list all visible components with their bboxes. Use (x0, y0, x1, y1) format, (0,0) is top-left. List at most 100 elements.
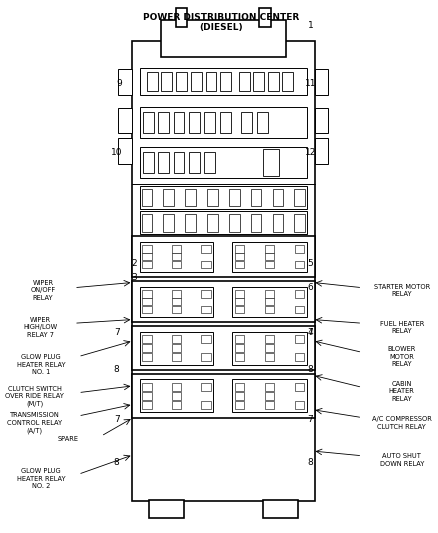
Bar (314, 69, 328, 95)
Bar (185, 214, 196, 231)
Bar (140, 287, 213, 317)
Bar (265, 253, 274, 261)
Bar (118, 69, 132, 95)
Text: TRANSMISSION
CONTROL RELAY
(A/T): TRANSMISSION CONTROL RELAY (A/T) (7, 412, 62, 434)
Bar (204, 152, 215, 173)
Bar (207, 214, 218, 231)
Bar (142, 401, 152, 409)
Bar (143, 112, 154, 133)
Bar (141, 189, 152, 206)
Text: 2: 2 (131, 260, 137, 268)
Bar (241, 112, 251, 133)
Text: 1: 1 (307, 21, 313, 30)
Bar (140, 212, 307, 234)
Bar (229, 189, 240, 206)
Bar (295, 335, 304, 343)
Bar (132, 41, 314, 501)
Bar (140, 186, 307, 209)
Bar (189, 152, 200, 173)
Bar (172, 290, 181, 298)
Bar (314, 108, 328, 133)
Bar (142, 253, 152, 261)
Bar (141, 214, 152, 231)
Bar (295, 290, 304, 298)
Bar (295, 383, 304, 391)
Text: 3: 3 (131, 272, 137, 281)
Bar (172, 353, 181, 361)
Bar (177, 72, 187, 91)
Bar (295, 261, 304, 268)
Bar (265, 335, 274, 343)
Bar (172, 245, 181, 253)
Bar (295, 401, 304, 409)
Bar (201, 353, 211, 361)
Bar (172, 335, 181, 343)
Text: WIPER
ON/OFF
RELAY: WIPER ON/OFF RELAY (30, 280, 56, 301)
Bar (140, 68, 307, 95)
Bar (172, 401, 181, 409)
Text: POWER DISTRIBUTION CENTER
(DIESEL): POWER DISTRIBUTION CENTER (DIESEL) (143, 13, 300, 33)
Bar (263, 149, 279, 176)
Bar (143, 152, 154, 173)
Bar (265, 290, 274, 298)
Bar (232, 379, 307, 413)
Bar (163, 189, 174, 206)
Bar (220, 112, 231, 133)
Bar (142, 335, 152, 343)
Bar (173, 152, 184, 173)
Text: A/C COMPRESSOR
CLUTCH RELAY: A/C COMPRESSOR CLUTCH RELAY (372, 416, 432, 430)
Text: AUTO SHUT
DOWN RELAY: AUTO SHUT DOWN RELAY (380, 453, 424, 467)
Text: GLOW PLUG
HEATER RELAY
NO. 1: GLOW PLUG HEATER RELAY NO. 1 (17, 354, 65, 375)
Bar (253, 72, 264, 91)
Bar (158, 152, 169, 173)
Text: 7: 7 (114, 328, 120, 337)
Text: 8: 8 (307, 366, 313, 374)
Bar (158, 112, 169, 133)
Bar (220, 72, 231, 91)
Bar (205, 72, 216, 91)
Bar (251, 214, 261, 231)
Bar (161, 20, 286, 57)
Bar (232, 332, 307, 365)
Bar (191, 72, 202, 91)
Bar (265, 392, 274, 400)
Bar (142, 344, 152, 352)
Bar (148, 72, 158, 91)
Text: 8: 8 (114, 366, 120, 374)
Bar (172, 344, 181, 352)
Bar (265, 261, 274, 268)
Bar (235, 383, 244, 391)
Bar (272, 214, 283, 231)
Bar (118, 138, 132, 164)
Bar (142, 306, 152, 313)
Bar (265, 401, 274, 409)
Bar (189, 112, 200, 133)
Bar (235, 290, 244, 298)
Text: 9: 9 (117, 79, 123, 88)
Bar (265, 344, 274, 352)
Bar (201, 335, 211, 343)
Bar (207, 189, 218, 206)
Bar (161, 72, 172, 91)
Bar (265, 353, 274, 361)
Bar (201, 306, 211, 313)
Bar (132, 236, 314, 277)
Text: 8: 8 (307, 458, 313, 467)
Bar (232, 287, 307, 317)
Bar (258, 112, 268, 133)
Bar (235, 392, 244, 400)
Bar (172, 306, 181, 313)
Bar (176, 9, 187, 27)
Bar (201, 401, 211, 409)
Bar (235, 298, 244, 305)
Bar (265, 245, 274, 253)
Bar (263, 500, 298, 518)
Bar (295, 353, 304, 361)
Text: 12: 12 (305, 148, 316, 157)
Bar (172, 253, 181, 261)
Bar (235, 353, 244, 361)
Bar (251, 189, 261, 206)
Bar (201, 261, 211, 268)
Bar (148, 500, 184, 518)
Bar (235, 245, 244, 253)
